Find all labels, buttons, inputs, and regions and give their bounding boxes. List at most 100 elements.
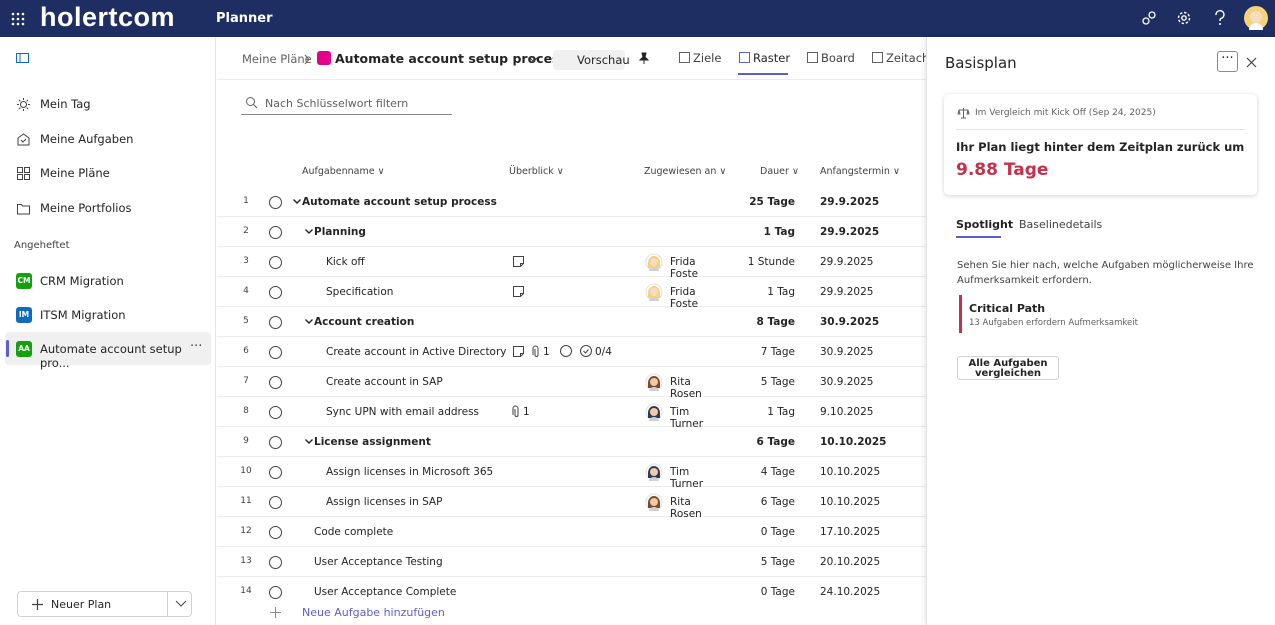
complete-checkbox xyxy=(269,496,282,509)
task-name[interactable]: Account creation xyxy=(314,316,415,328)
critical-path-subtitle: 13 Aufgaben erfordern Aufmerksamkeit xyxy=(969,318,1138,328)
panel-tab[interactable]: Spotlight xyxy=(956,218,1014,231)
add-task-row[interactable]: Neue Aufgabe hinzufügen xyxy=(217,599,926,625)
pinned-plan[interactable]: Automate account setup pro... xyxy=(40,342,182,370)
assignee-name[interactable]: Rita Rosen xyxy=(670,376,702,400)
more-options[interactable]: ··· xyxy=(190,339,203,354)
task-name[interactable]: Create account in SAP xyxy=(326,376,443,388)
complete-checkbox xyxy=(269,526,282,539)
assignee-avatar xyxy=(645,463,663,481)
preview-button[interactable]: Vorschau xyxy=(553,50,630,70)
nav-item[interactable]: Meine Portfolios xyxy=(40,200,132,215)
task-name[interactable]: License assignment xyxy=(314,436,431,448)
chevron-icon xyxy=(175,600,187,607)
duration: 1 Tag xyxy=(767,286,795,298)
brand: holertcom xyxy=(40,2,176,32)
app-launcher[interactable] xyxy=(11,12,25,26)
checklist-count: 0/4 xyxy=(595,346,612,358)
attachment-count: 1 xyxy=(523,406,530,418)
row-number: 2 xyxy=(243,226,249,236)
assignee-name[interactable]: Frida Foste xyxy=(670,256,699,280)
row-number: 4 xyxy=(243,286,249,296)
task-name[interactable]: Kick off xyxy=(326,256,365,268)
nav-item[interactable]: Meine Pläne xyxy=(40,166,110,180)
task-name[interactable]: Code complete xyxy=(314,526,394,538)
panel-tab[interactable]: Baselinedetails xyxy=(1019,218,1103,231)
more-button[interactable]: ··· xyxy=(1217,51,1238,72)
new-plan-button[interactable]: Neuer Plan xyxy=(17,591,192,617)
selected-indicator xyxy=(6,340,9,357)
start-date: 29.9.2025 xyxy=(820,226,880,238)
task-name[interactable]: User Acceptance Complete xyxy=(314,586,457,598)
plan-icon xyxy=(317,51,331,65)
filter-box[interactable]: Nach Schlüsselwort filtern xyxy=(241,91,452,115)
task-row: 9 License assignment 6 Tage 10.10.2025 xyxy=(217,427,926,457)
nav-item[interactable]: Meine Aufgaben xyxy=(40,131,134,146)
task-name[interactable]: Planning xyxy=(314,226,366,238)
critical-path-title[interactable]: Critical Path xyxy=(969,302,1046,315)
start-date: 30.9.2025 xyxy=(820,346,874,358)
comparison-text: Im Vergleich mit Kick Off (Sep 24, 2025) xyxy=(975,108,1156,118)
task-row: 13 User Acceptance Testing 5 Tage 20.10.202… xyxy=(217,547,926,577)
view-tab[interactable]: Board xyxy=(821,51,855,65)
task-name[interactable]: User Acceptance Testing xyxy=(314,556,443,568)
complete-checkbox xyxy=(269,556,282,569)
assignee-name[interactable]: Tim Turner xyxy=(670,466,704,490)
column-header[interactable]: Überblick ∨ xyxy=(509,166,564,177)
task-row: 12 Code complete 0 Tage 17.10.2025 xyxy=(217,517,926,547)
task-name[interactable]: Specification xyxy=(326,286,394,298)
collapse-chevron xyxy=(305,229,313,234)
compare-button[interactable]: Alle Aufgaben vergleichen xyxy=(957,356,1059,380)
plan-title[interactable]: Automate account setup process xyxy=(335,51,567,66)
plan-menu-chevron[interactable] xyxy=(528,56,539,63)
assignee-avatar xyxy=(645,493,663,511)
status-text: Ihr Plan liegt hinter dem Zeitplan zurüc… xyxy=(956,140,1245,154)
help-icon[interactable] xyxy=(1213,9,1227,26)
task-name[interactable]: Sync UPN with email address xyxy=(326,406,480,418)
breadcrumb[interactable]: Meine Pläne xyxy=(242,52,312,66)
pinned-plan[interactable]: ITSM Migration xyxy=(40,308,126,322)
task-row: 1 Automate account setup process 25 Tage 29… xyxy=(217,187,926,217)
assignee-name[interactable]: Frida Foste xyxy=(670,286,699,310)
user-avatar[interactable] xyxy=(1244,6,1268,30)
complete-checkbox xyxy=(269,226,282,239)
nav-icon xyxy=(17,98,30,111)
column-header[interactable]: Anfangstermin ∨ xyxy=(820,166,900,177)
column-header[interactable]: Aufgabenname ∨ xyxy=(302,166,385,177)
assignee-name[interactable]: Rita Rosen xyxy=(670,496,702,520)
task-name[interactable]: Assign licenses in Microsoft 365 xyxy=(326,466,494,478)
task-row: 7 Create account in SAP Rita Rosen 5 Tage 30… xyxy=(217,367,926,400)
card-divider xyxy=(956,129,1245,130)
task-name[interactable]: Assign licenses in SAP xyxy=(326,496,443,508)
critical-path-bar xyxy=(959,295,962,333)
nav-item[interactable]: Mein Tag xyxy=(40,97,91,111)
pinned-plan[interactable]: CRM Migration xyxy=(40,274,124,288)
task-name[interactable]: Create account in Active Directory xyxy=(326,346,507,358)
attachment-count: 1 xyxy=(543,346,550,358)
complete-checkbox xyxy=(269,346,282,359)
app-name: Planner xyxy=(216,11,273,26)
start-date: 30.9.2025 xyxy=(820,376,874,388)
pin-icon[interactable] xyxy=(638,52,650,64)
row-number: 14 xyxy=(240,586,252,596)
search-icon xyxy=(246,97,258,109)
delay-value: 9.88 Tage xyxy=(956,160,1049,180)
start-date: 29.9.2025 xyxy=(820,256,874,268)
view-tab[interactable]: Raster xyxy=(753,51,791,65)
duration: 25 Tage xyxy=(749,196,795,208)
assignee-avatar xyxy=(645,373,663,391)
column-header[interactable]: Dauer ∨ xyxy=(760,166,799,177)
view-tab[interactable]: Zeitachs xyxy=(886,51,926,65)
task-name[interactable]: Automate account setup process xyxy=(302,196,497,208)
settings-icon[interactable] xyxy=(1177,11,1191,25)
start-date: 10.10.2025 xyxy=(820,466,881,478)
new-plan-dropdown[interactable] xyxy=(167,592,192,616)
column-header[interactable]: Zugewiesen an ∨ xyxy=(644,166,727,177)
collapse-nav-icon[interactable] xyxy=(16,53,29,63)
assignee-name[interactable]: Tim Turner xyxy=(670,406,704,430)
close-button[interactable] xyxy=(1246,57,1257,68)
view-tab[interactable]: Ziele xyxy=(693,51,722,65)
share-icon[interactable] xyxy=(1142,11,1156,25)
panel-title: Basisplan xyxy=(945,54,1017,72)
start-date: 20.10.2025 xyxy=(820,556,881,568)
